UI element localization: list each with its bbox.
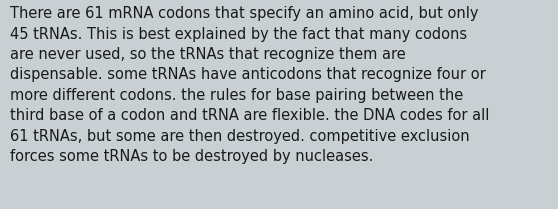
Text: There are 61 mRNA codons that specify an amino acid, but only
45 tRNAs. This is : There are 61 mRNA codons that specify an… <box>10 6 489 164</box>
